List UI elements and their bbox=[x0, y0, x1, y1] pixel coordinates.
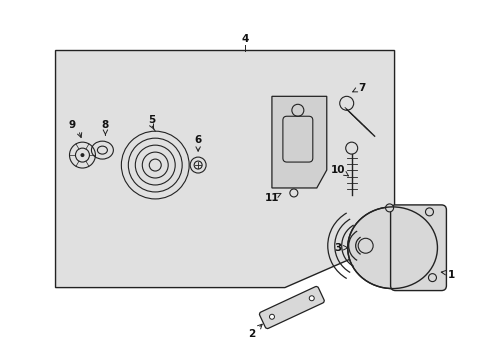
Ellipse shape bbox=[347, 207, 437, 289]
Text: 4: 4 bbox=[241, 33, 248, 44]
Text: 11: 11 bbox=[264, 193, 279, 203]
FancyBboxPatch shape bbox=[390, 205, 446, 291]
Text: 7: 7 bbox=[357, 84, 365, 93]
Circle shape bbox=[269, 314, 274, 319]
Text: 3: 3 bbox=[333, 243, 341, 253]
Circle shape bbox=[308, 296, 314, 301]
Circle shape bbox=[81, 153, 84, 157]
Text: 9: 9 bbox=[69, 120, 76, 130]
Text: 8: 8 bbox=[102, 120, 109, 130]
FancyBboxPatch shape bbox=[259, 287, 324, 329]
Text: 10: 10 bbox=[330, 165, 344, 175]
Text: 6: 6 bbox=[194, 135, 202, 145]
Circle shape bbox=[385, 204, 393, 212]
Circle shape bbox=[427, 274, 436, 282]
Text: 5: 5 bbox=[148, 115, 156, 125]
Circle shape bbox=[425, 208, 432, 216]
Text: 2: 2 bbox=[248, 329, 255, 339]
Polygon shape bbox=[56, 50, 394, 288]
Polygon shape bbox=[271, 96, 326, 188]
Text: 1: 1 bbox=[447, 270, 454, 280]
